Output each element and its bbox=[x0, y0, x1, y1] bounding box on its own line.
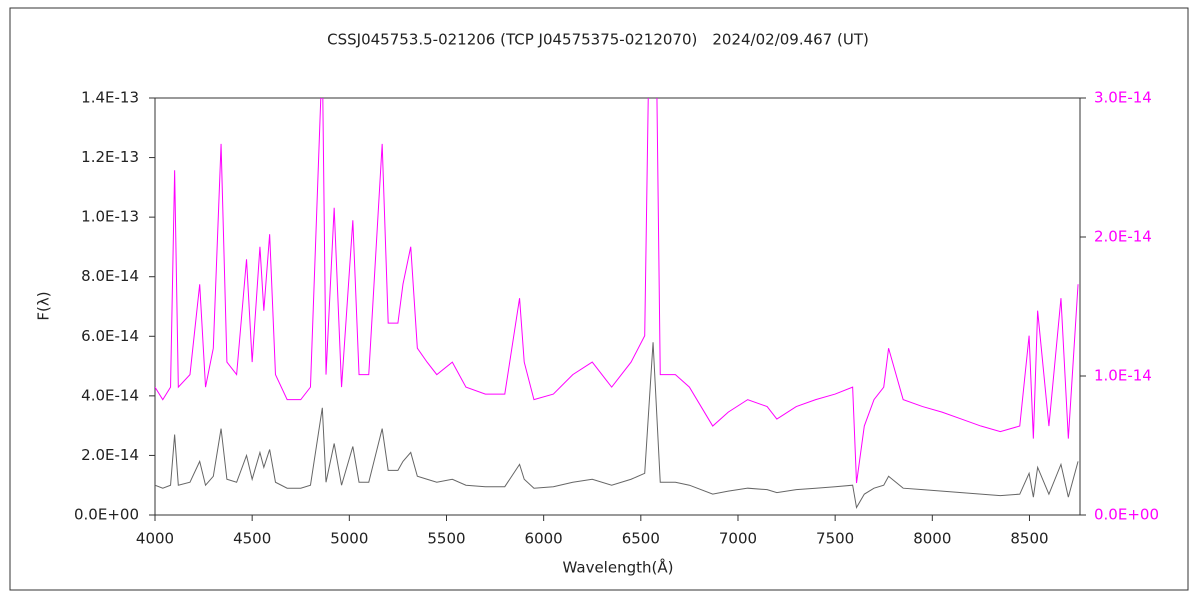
chart-frame bbox=[9, 7, 1189, 591]
chart-title: CSSJ045753.5-021206 (TCP J04575375-02120… bbox=[327, 31, 869, 49]
y2-tick-label: 0.0E+00 bbox=[1094, 506, 1159, 524]
x-tick-label: 6000 bbox=[525, 530, 563, 548]
y2-tick-label: 3.0E-14 bbox=[1094, 89, 1152, 107]
y2-tick-label: 1.0E-14 bbox=[1094, 367, 1152, 385]
y-tick-label: 1.0E-13 bbox=[81, 208, 139, 226]
x-tick-label: 5000 bbox=[330, 530, 368, 548]
y-tick-label: 2.0E-14 bbox=[81, 446, 139, 464]
series-line bbox=[155, 98, 1079, 484]
x-axis-label: Wavelength(Å) bbox=[563, 558, 674, 577]
series-line bbox=[155, 342, 1079, 509]
y2-tick-label: 2.0E-14 bbox=[1094, 228, 1152, 246]
plot-frame bbox=[154, 97, 1081, 516]
y-tick-label: 0.0E+00 bbox=[74, 506, 139, 524]
series-group bbox=[155, 98, 1079, 509]
x-tick-label: 7000 bbox=[719, 530, 757, 548]
y-tick-label: 4.0E-14 bbox=[81, 386, 139, 404]
x-tick-label: 6500 bbox=[622, 530, 660, 548]
x-tick-label: 4000 bbox=[136, 530, 174, 548]
y-tick-label: 1.4E-13 bbox=[81, 89, 139, 107]
y-tick-label: 6.0E-14 bbox=[81, 327, 139, 345]
x-tick-label: 8000 bbox=[913, 530, 951, 548]
y-tick-label: 8.0E-14 bbox=[81, 267, 139, 285]
x-tick-label: 8500 bbox=[1010, 530, 1048, 548]
y-axis-label: F(λ) bbox=[35, 291, 53, 320]
x-tick-label: 5500 bbox=[427, 530, 465, 548]
y-tick-label: 1.2E-13 bbox=[81, 148, 139, 166]
x-tick-label: 4500 bbox=[233, 530, 271, 548]
x-tick-label: 7500 bbox=[816, 530, 854, 548]
